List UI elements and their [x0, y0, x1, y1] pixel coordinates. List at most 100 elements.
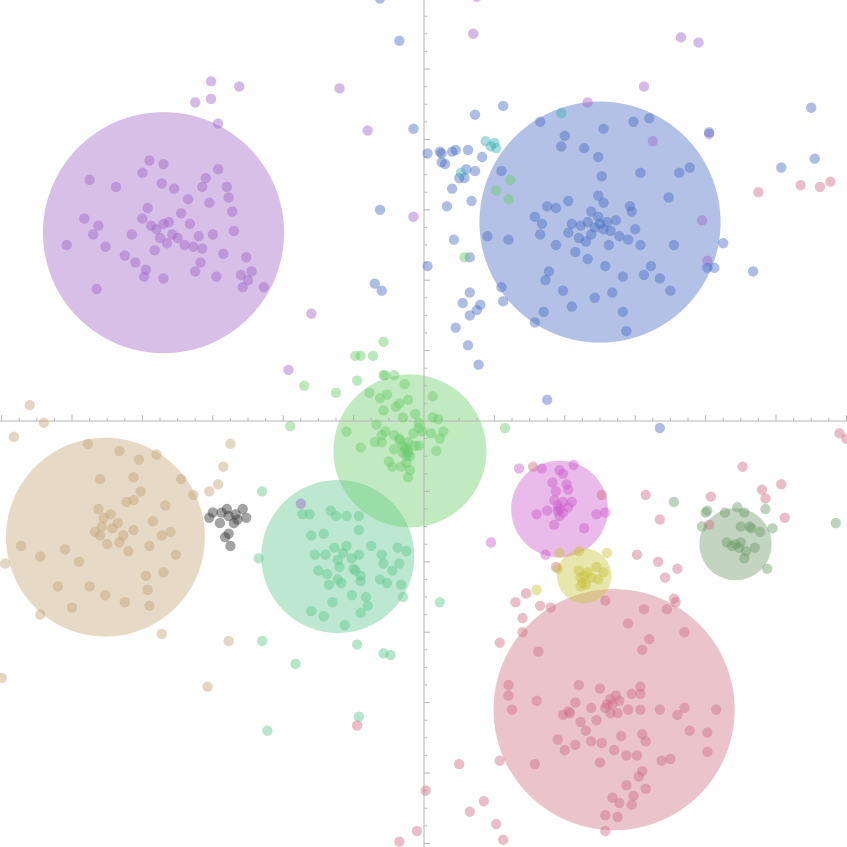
data-point-series-6 — [318, 528, 329, 539]
data-point-series-1 — [212, 118, 224, 129]
data-point-series-11 — [762, 563, 773, 575]
data-point-series-1 — [61, 239, 72, 251]
data-point-series-1 — [468, 28, 479, 39]
data-point-series-9 — [703, 519, 715, 531]
data-point-series-1 — [161, 238, 173, 249]
data-point-series-2 — [622, 234, 634, 245]
data-point-series-10 — [593, 574, 604, 585]
data-point-series-4 — [102, 539, 113, 550]
data-point-series-9 — [420, 785, 431, 796]
data-point-series-1 — [295, 498, 306, 509]
data-point-series-2 — [607, 287, 618, 298]
data-point-series-8 — [578, 523, 590, 534]
data-point-series-7 — [401, 451, 412, 462]
data-point-series-2 — [663, 192, 674, 203]
data-point-series-2 — [459, 172, 470, 184]
data-point-series-6 — [392, 542, 403, 553]
data-point-series-6 — [374, 574, 386, 585]
data-point-series-9 — [608, 744, 620, 756]
data-point-series-2 — [654, 273, 666, 284]
data-point-series-6 — [376, 549, 387, 560]
data-point-series-4 — [117, 530, 129, 541]
data-point-series-8 — [557, 468, 569, 479]
data-point-series-9 — [654, 704, 666, 715]
data-point-series-2 — [776, 162, 787, 173]
data-point-series-6 — [355, 570, 366, 582]
data-point-series-7 — [413, 422, 424, 434]
data-point-series-2 — [550, 202, 562, 214]
data-point-series-6 — [353, 510, 365, 522]
data-point-series-2 — [448, 234, 460, 245]
data-point-series-1 — [91, 283, 102, 295]
data-point-series-2 — [450, 144, 461, 156]
data-point-series-6 — [378, 648, 389, 659]
data-point-series-4 — [156, 628, 167, 640]
data-point-series-1 — [212, 164, 224, 175]
data-point-series-9 — [635, 688, 646, 699]
data-point-series-2 — [450, 322, 461, 333]
data-point-series-9 — [594, 683, 606, 694]
data-point-series-7 — [402, 394, 414, 406]
data-point-series-9 — [596, 737, 607, 749]
data-point-series-6 — [330, 510, 342, 522]
data-point-series-6 — [339, 619, 350, 631]
cluster-circle-8 — [511, 460, 608, 558]
data-point-series-7 — [402, 436, 414, 448]
data-point-series-7 — [381, 389, 393, 400]
data-point-series-9 — [637, 729, 648, 740]
data-point-series-4 — [38, 417, 50, 428]
data-point-series-4 — [175, 473, 187, 485]
data-point-series-9 — [494, 755, 505, 766]
data-point-series-1 — [182, 194, 194, 205]
data-point-series-1 — [472, 0, 481, 3]
data-point-series-9 — [710, 704, 722, 715]
data-point-series-9 — [605, 707, 616, 719]
data-point-series-9 — [795, 179, 806, 191]
data-point-series-2 — [598, 223, 609, 235]
data-point-series-2 — [464, 287, 475, 298]
data-point-series-7 — [394, 398, 405, 409]
data-point-series-8 — [568, 459, 579, 471]
data-point-series-4 — [135, 486, 146, 497]
data-point-series-7 — [503, 194, 514, 205]
data-point-series-6 — [401, 546, 412, 557]
data-point-series-2 — [466, 195, 477, 207]
data-point-series-1 — [703, 128, 715, 140]
data-point-series-3 — [556, 107, 567, 119]
data-point-series-6 — [306, 605, 317, 617]
data-point-series-1 — [223, 192, 234, 203]
data-point-series-9 — [621, 780, 632, 791]
data-point-series-1 — [130, 257, 141, 268]
data-point-series-1 — [188, 241, 199, 252]
data-point-series-2 — [496, 165, 507, 177]
data-point-series-2 — [563, 227, 574, 238]
data-point-series-1 — [126, 229, 138, 240]
data-point-series-9 — [612, 811, 623, 823]
data-point-series-1 — [204, 197, 215, 208]
data-point-series-1 — [306, 308, 317, 319]
data-point-series-9 — [533, 646, 544, 657]
data-point-series-10 — [586, 572, 597, 583]
data-point-series-2 — [464, 310, 475, 321]
data-point-series-4 — [225, 438, 236, 450]
data-point-series-5 — [216, 507, 227, 518]
data-point-series-1 — [167, 229, 178, 240]
data-point-series-7 — [394, 433, 405, 444]
data-point-series-7 — [378, 336, 389, 347]
data-point-series-6 — [290, 658, 301, 670]
data-point-series-5 — [223, 510, 234, 522]
data-point-series-4 — [89, 526, 101, 538]
data-point-series-9 — [656, 755, 667, 766]
data-point-series-11 — [740, 546, 752, 557]
data-point-series-7 — [397, 440, 409, 451]
data-point-series-2 — [550, 239, 562, 251]
data-point-series-5 — [223, 528, 234, 539]
data-point-series-2 — [446, 183, 458, 194]
data-point-series-2 — [394, 35, 405, 47]
data-point-series-7 — [402, 472, 414, 483]
data-point-series-9 — [679, 627, 690, 638]
data-point-series-2 — [556, 141, 567, 152]
data-point-series-2 — [482, 231, 493, 242]
data-point-series-2 — [469, 109, 481, 120]
data-point-series-9 — [351, 720, 363, 731]
